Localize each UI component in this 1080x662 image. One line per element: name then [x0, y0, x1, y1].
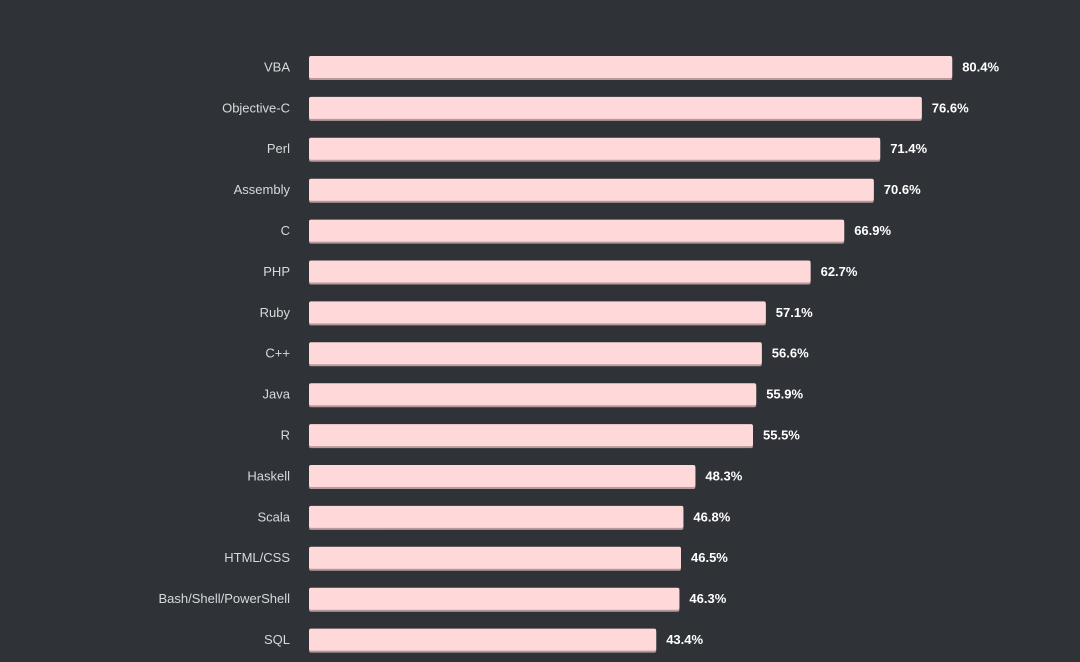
bar-perl: [309, 137, 881, 160]
value-label-scala: 46.8%: [693, 509, 730, 524]
category-label-objective-c: Objective-C: [222, 100, 290, 115]
value-label-perl: 71.4%: [890, 141, 927, 156]
category-labels-group: VBA Objective-C Perl Assembly C PHP Ruby C++ Jav…: [158, 59, 290, 647]
category-label-haskell: Haskell: [247, 468, 290, 483]
category-label-sql: SQL: [264, 632, 290, 647]
category-label-ruby: Ruby: [260, 305, 291, 320]
bar-r: [309, 424, 753, 447]
value-label-r: 55.5%: [763, 428, 800, 443]
bar-vba: [309, 56, 953, 78]
bar-c: [309, 219, 845, 242]
value-label-vba: 80.4%: [962, 59, 999, 74]
value-label-c: 56.6%: [772, 346, 809, 361]
category-label-php: PHP: [263, 264, 290, 279]
bar-haskell: [309, 465, 696, 487]
bar-scala: [309, 505, 684, 528]
value-label-haskell: 48.3%: [705, 468, 742, 483]
category-label-c: C++: [265, 346, 290, 361]
bar-objective-c: [309, 96, 922, 119]
bar-sql: [309, 628, 657, 651]
value-labels-group: 80.4% 76.6% 71.4% 70.6% 66.9% 62.7% 57.1% 56.6%…: [666, 59, 999, 647]
category-label-html-css: HTML/CSS: [224, 550, 290, 565]
bar-ruby: [309, 301, 766, 324]
value-label-ruby: 57.1%: [776, 305, 813, 320]
bar-html-css: [309, 546, 681, 569]
value-label-objective-c: 76.6%: [932, 100, 969, 115]
value-label-bash-shell-powershell: 46.3%: [689, 591, 726, 606]
category-label-assembly: Assembly: [234, 182, 291, 197]
category-label-perl: Perl: [267, 141, 290, 156]
category-label-bash-shell-powershell: Bash/Shell/PowerShell: [158, 591, 290, 606]
category-label-vba: VBA: [264, 59, 290, 74]
bar-assembly: [309, 178, 874, 201]
value-label-c: 66.9%: [854, 223, 891, 238]
category-label-r: R: [281, 428, 290, 443]
category-label-c: C: [281, 223, 290, 238]
value-label-assembly: 70.6%: [884, 182, 921, 197]
bar-c: [309, 342, 762, 365]
value-label-sql: 43.4%: [666, 632, 703, 647]
bar-bash-shell-powershell: [309, 587, 680, 610]
category-label-scala: Scala: [257, 509, 290, 524]
bar-java: [309, 383, 757, 406]
value-label-php: 62.7%: [821, 264, 858, 279]
bar-php: [309, 260, 811, 283]
bars-group: [309, 56, 953, 653]
value-label-java: 55.9%: [766, 387, 803, 402]
category-label-java: Java: [263, 387, 291, 402]
value-label-html-css: 46.5%: [691, 550, 728, 565]
